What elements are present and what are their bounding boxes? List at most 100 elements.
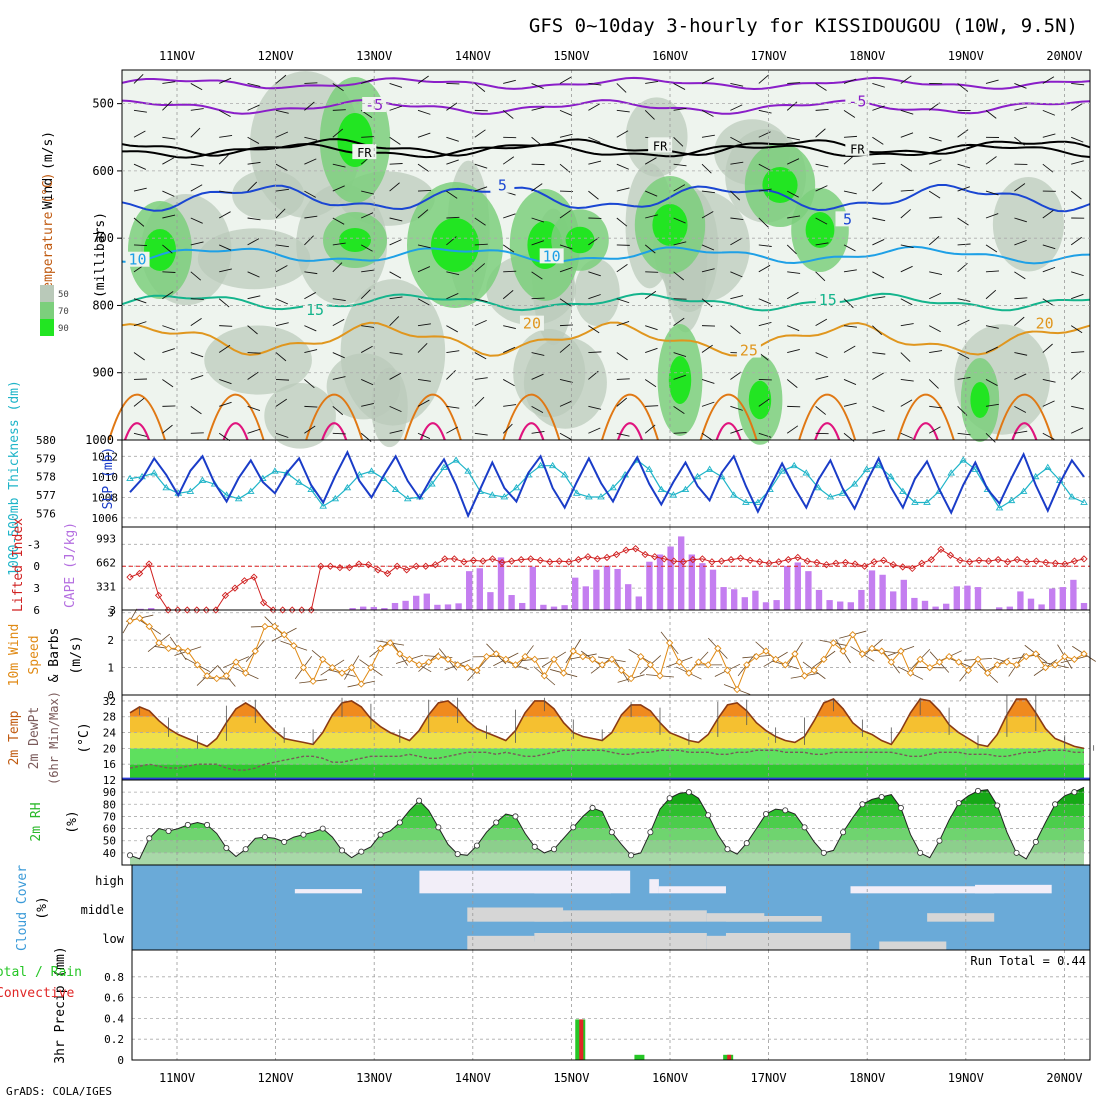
series-line-thickness bbox=[129, 459, 1085, 509]
cape-tick-label: 662 bbox=[96, 556, 116, 569]
contour-label-background bbox=[648, 137, 673, 153]
cape-bar bbox=[900, 579, 907, 610]
lifted-index-point bbox=[555, 557, 563, 565]
wind-barb bbox=[701, 268, 715, 273]
wind-barb bbox=[559, 210, 571, 219]
rh-point bbox=[338, 847, 345, 854]
wind-speed-point bbox=[174, 644, 182, 653]
wind-speed-point bbox=[569, 647, 577, 655]
wind-barb bbox=[417, 323, 431, 327]
panel-frame bbox=[121, 609, 1091, 696]
wind-barb bbox=[361, 403, 374, 407]
wind-speed-point bbox=[800, 672, 809, 680]
thickness-tick-label: 578 bbox=[36, 471, 56, 484]
wind-barb bbox=[446, 426, 458, 434]
wind-speed-point bbox=[858, 650, 867, 658]
contour-label-background bbox=[1032, 315, 1057, 331]
wind-barb bbox=[1014, 136, 1025, 146]
wind-barb bbox=[133, 244, 148, 247]
lifted-index-point bbox=[403, 566, 411, 574]
wind-barb bbox=[730, 104, 743, 111]
wind-barb bbox=[304, 292, 316, 300]
rh-50-region bbox=[371, 367, 408, 448]
lifted-index-point bbox=[631, 545, 640, 553]
temperature-band bbox=[130, 700, 1084, 717]
cloud-patch bbox=[534, 876, 611, 894]
wind-barb bbox=[957, 432, 971, 436]
cape-bar bbox=[762, 602, 770, 610]
wind-barb bbox=[616, 130, 629, 138]
ylabel-wind: Wind (m/s) bbox=[41, 131, 56, 209]
wind-barb bbox=[985, 325, 999, 329]
cape-bar bbox=[381, 608, 388, 610]
wind-speed-point bbox=[685, 669, 693, 677]
lifted-index-point bbox=[355, 560, 363, 568]
wind-barb bbox=[616, 83, 627, 93]
cape-bar bbox=[603, 566, 611, 610]
thickness-point bbox=[947, 469, 955, 476]
lifted-index-point bbox=[240, 577, 249, 585]
wind-barb bbox=[502, 423, 513, 434]
wind-barb bbox=[1014, 405, 1027, 413]
wind-barb bbox=[275, 244, 289, 248]
thickness-point bbox=[959, 456, 968, 463]
wind-barb bbox=[531, 240, 545, 246]
contour-label-background bbox=[362, 97, 387, 112]
rh-90-region bbox=[762, 167, 798, 203]
thickness-point bbox=[899, 487, 907, 494]
wind-barb bbox=[389, 217, 403, 222]
rh-50-region bbox=[232, 169, 305, 220]
cape-bar bbox=[720, 587, 727, 610]
wind-barb bbox=[219, 401, 232, 407]
wind-barb bbox=[815, 185, 828, 192]
wind-barb bbox=[332, 83, 344, 92]
lifted-index-point bbox=[336, 564, 344, 572]
wind-barb bbox=[218, 109, 231, 118]
wind-speed-point bbox=[974, 655, 982, 663]
lifted-index-tick-label: 0 bbox=[33, 560, 40, 573]
wind-barb bbox=[616, 109, 630, 113]
wind-barb bbox=[417, 244, 431, 249]
wind-barb bbox=[900, 244, 914, 249]
wind-speed-point bbox=[241, 669, 250, 677]
date-label: 13NOV bbox=[356, 49, 392, 63]
wind-barb bbox=[474, 319, 487, 327]
precip-legend-convective: Convective bbox=[0, 986, 74, 1001]
cape-bar bbox=[593, 569, 600, 610]
precip-convective-bar bbox=[579, 1019, 584, 1060]
wind-barb bbox=[417, 163, 430, 172]
wind-barb bbox=[417, 432, 431, 439]
wind-speed-point bbox=[155, 639, 163, 647]
wind-barb bbox=[985, 379, 998, 386]
date-label: 11NOV bbox=[159, 49, 195, 63]
wind-speed-point bbox=[743, 661, 751, 669]
wind-barb bbox=[616, 432, 630, 437]
wind-barb bbox=[644, 157, 657, 165]
lifted-index-point bbox=[841, 558, 850, 567]
wind-speed-point bbox=[135, 614, 144, 622]
wind-barb bbox=[219, 244, 232, 251]
wind-barb bbox=[304, 325, 317, 332]
lifted-index-point bbox=[326, 562, 334, 570]
thickness-point bbox=[548, 461, 557, 469]
wind-barb bbox=[787, 158, 800, 165]
wind-barb bbox=[503, 79, 516, 84]
rh-point bbox=[1052, 801, 1059, 808]
wind-barb bbox=[872, 352, 886, 355]
wind-speed-point bbox=[425, 658, 433, 666]
thickness-point bbox=[742, 498, 750, 505]
chart-title: GFS 0~10day 3-hourly for KISSIDOUGOU (10… bbox=[529, 15, 1078, 37]
date-label: 20NOV bbox=[1046, 49, 1082, 63]
wind-barb bbox=[389, 271, 402, 279]
wind-barb bbox=[304, 405, 318, 408]
rh-point bbox=[435, 824, 442, 831]
precip-total-bar bbox=[634, 1054, 645, 1060]
wind-speed-point bbox=[376, 644, 385, 653]
wind-barb bbox=[1042, 209, 1054, 219]
wind-barb bbox=[1042, 109, 1056, 116]
contour-label: FR bbox=[357, 146, 372, 160]
contour-label-background bbox=[845, 93, 870, 109]
wind-barb bbox=[872, 296, 886, 300]
contour-label-background bbox=[736, 342, 761, 358]
wind-barb bbox=[361, 379, 374, 386]
